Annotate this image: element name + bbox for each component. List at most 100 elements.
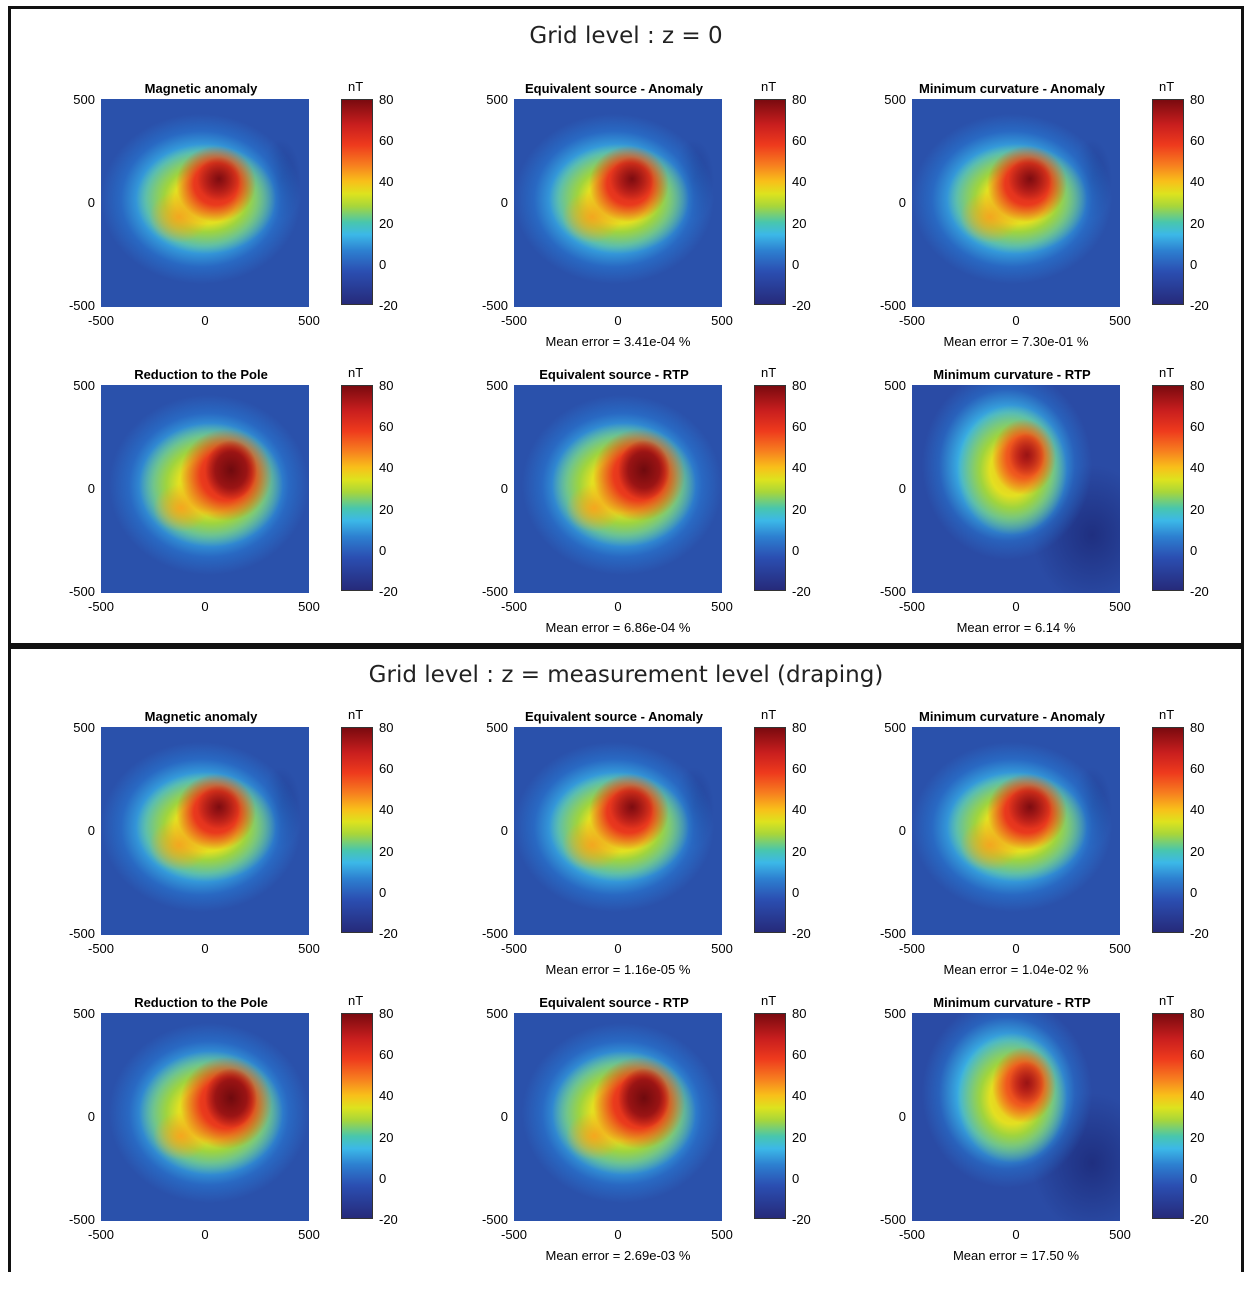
- mean-error-label: Mean error = 7.30e-01 %: [943, 334, 1089, 349]
- x-tick-label: 500: [298, 599, 320, 614]
- heatmap-panel: Reduction to the Pole 500 0 -500 -500 0 500 nT 8…: [69, 365, 501, 665]
- y-tick-label: 0: [500, 195, 508, 210]
- colorbar-tick-label: -20: [792, 926, 811, 941]
- panel-title: Reduction to the Pole: [134, 367, 268, 382]
- y-tick-label: -500: [68, 298, 95, 313]
- heatmap-plot: [101, 385, 309, 593]
- colorbar-tick-label: 20: [1190, 501, 1205, 517]
- colorbar-tick-label: 40: [792, 802, 807, 818]
- colorbar-tick-label: 60: [1190, 1047, 1205, 1063]
- colorbar-unit: nT: [1159, 79, 1175, 94]
- panel-title: Minimum curvature - RTP: [933, 367, 1091, 382]
- heatmap-panel: Reduction to the Pole 500 0 -500 -500 0 500 nT 8…: [69, 993, 501, 1293]
- y-tick-label: -500: [481, 926, 508, 941]
- colorbar: [1152, 727, 1184, 933]
- heatmap-panel: Magnetic anomaly 500 0 -500 -500 0 500 nT 80 60 40…: [69, 707, 501, 1007]
- x-tick-label: -500: [898, 313, 926, 328]
- colorbar: [341, 1013, 373, 1219]
- x-tick-label: 500: [711, 1227, 733, 1242]
- colorbar-tick-label: 40: [792, 174, 807, 190]
- panel-title: Minimum curvature - Anomaly: [919, 81, 1105, 96]
- x-tick-label: 0: [614, 313, 622, 328]
- heatmap-panel: Minimum curvature - Anomaly 500 0 -500 -500 0…: [880, 707, 1248, 1007]
- colorbar-unit: nT: [348, 993, 364, 1008]
- x-tick-label: 0: [614, 599, 622, 614]
- y-tick-label: 0: [898, 195, 906, 210]
- x-tick-label: 500: [711, 313, 733, 328]
- colorbar-tick-label: 40: [792, 460, 807, 476]
- x-tick-label: -500: [500, 313, 528, 328]
- colorbar-tick-label: 60: [1190, 419, 1205, 435]
- section-grid-level-0: Grid level : z = 0 Magnetic anomaly 500 0 -…: [8, 6, 1244, 646]
- y-tick-label: -500: [879, 584, 906, 599]
- colorbar-tick-label: 60: [792, 133, 807, 149]
- heatmap-plot: [514, 385, 722, 593]
- colorbar-tick-label: 0: [792, 542, 800, 558]
- colorbar-tick-label: 80: [379, 1006, 394, 1021]
- x-tick-label: -500: [87, 313, 115, 328]
- colorbar: [341, 99, 373, 305]
- x-tick-label: 0: [1012, 313, 1020, 328]
- colorbar-tick-label: 40: [1190, 174, 1205, 190]
- colorbar-tick-label: 0: [379, 884, 387, 900]
- x-tick-label: -500: [500, 599, 528, 614]
- y-tick-label: -500: [68, 926, 95, 941]
- heatmap-plot: [514, 99, 722, 307]
- x-tick-label: 500: [711, 599, 733, 614]
- colorbar-tick-label: 80: [792, 378, 807, 393]
- colorbar-unit: nT: [761, 993, 777, 1008]
- y-tick-label: -500: [879, 298, 906, 313]
- colorbar-tick-label: 20: [792, 1129, 807, 1145]
- heatmap-plot: [101, 1013, 309, 1221]
- y-tick-label: -500: [879, 926, 906, 941]
- colorbar-unit: nT: [761, 707, 777, 722]
- colorbar-tick-label: 0: [792, 884, 800, 900]
- colorbar-unit: nT: [761, 365, 777, 380]
- heatmap-panel: Minimum curvature - RTP 500 0 -500 -500 0 500 n…: [880, 365, 1248, 665]
- panel-title: Minimum curvature - Anomaly: [919, 709, 1105, 724]
- y-tick-label: 500: [486, 1006, 508, 1021]
- colorbar-tick-label: 0: [792, 256, 800, 272]
- colorbar-tick-label: 80: [1190, 1006, 1205, 1021]
- colorbar-tick-label: 0: [1190, 1170, 1198, 1186]
- colorbar-tick-label: -20: [1190, 298, 1209, 313]
- colorbar-tick-label: 0: [1190, 884, 1198, 900]
- y-tick-label: 500: [486, 378, 508, 393]
- colorbar-tick-label: 0: [792, 1170, 800, 1186]
- x-tick-label: -500: [87, 1227, 115, 1242]
- y-tick-label: 0: [87, 823, 95, 838]
- section-grid-level-draping: Grid level : z = measurement level (drap…: [8, 646, 1244, 1272]
- y-tick-label: 500: [73, 378, 95, 393]
- x-tick-label: 500: [1109, 313, 1131, 328]
- colorbar-tick-label: 40: [379, 1088, 394, 1104]
- mean-error-label: Mean error = 17.50 %: [952, 1248, 1080, 1263]
- colorbar-unit: nT: [761, 79, 777, 94]
- colorbar-tick-label: 20: [379, 501, 394, 517]
- colorbar-tick-label: -20: [1190, 926, 1209, 941]
- colorbar-tick-label: 80: [792, 1006, 807, 1021]
- mean-error-label: Mean error = 6.14 %: [956, 620, 1076, 635]
- colorbar-tick-label: 60: [379, 419, 394, 435]
- colorbar-tick-label: 0: [1190, 256, 1198, 272]
- x-tick-label: 500: [1109, 599, 1131, 614]
- y-tick-label: -500: [68, 584, 95, 599]
- heatmap-plot: [514, 1013, 722, 1221]
- colorbar-tick-label: 60: [792, 1047, 807, 1063]
- colorbar-tick-label: 0: [379, 256, 387, 272]
- colorbar-tick-label: -20: [792, 584, 811, 599]
- colorbar-tick-label: 80: [792, 92, 807, 107]
- colorbar-tick-label: 20: [379, 215, 394, 231]
- colorbar-unit: nT: [1159, 993, 1175, 1008]
- mean-error-label: Mean error = 1.16e-05 %: [545, 962, 691, 977]
- colorbar-tick-label: -20: [379, 298, 398, 313]
- y-tick-label: 0: [87, 195, 95, 210]
- x-tick-label: 500: [1109, 1227, 1131, 1242]
- heatmap-panel: Equivalent source - Anomaly 500 0 -500 -500 0…: [482, 79, 914, 379]
- heatmap-panel: Minimum curvature - Anomaly 500 0 -500 -500 0…: [880, 79, 1248, 379]
- y-tick-label: 0: [898, 481, 906, 496]
- x-tick-label: -500: [87, 941, 115, 956]
- heatmap-panel: Minimum curvature - RTP 500 0 -500 -500 0 500 n…: [880, 993, 1248, 1293]
- mean-error-label: Mean error = 1.04e-02 %: [943, 962, 1089, 977]
- y-tick-label: -500: [481, 298, 508, 313]
- colorbar-unit: nT: [348, 707, 364, 722]
